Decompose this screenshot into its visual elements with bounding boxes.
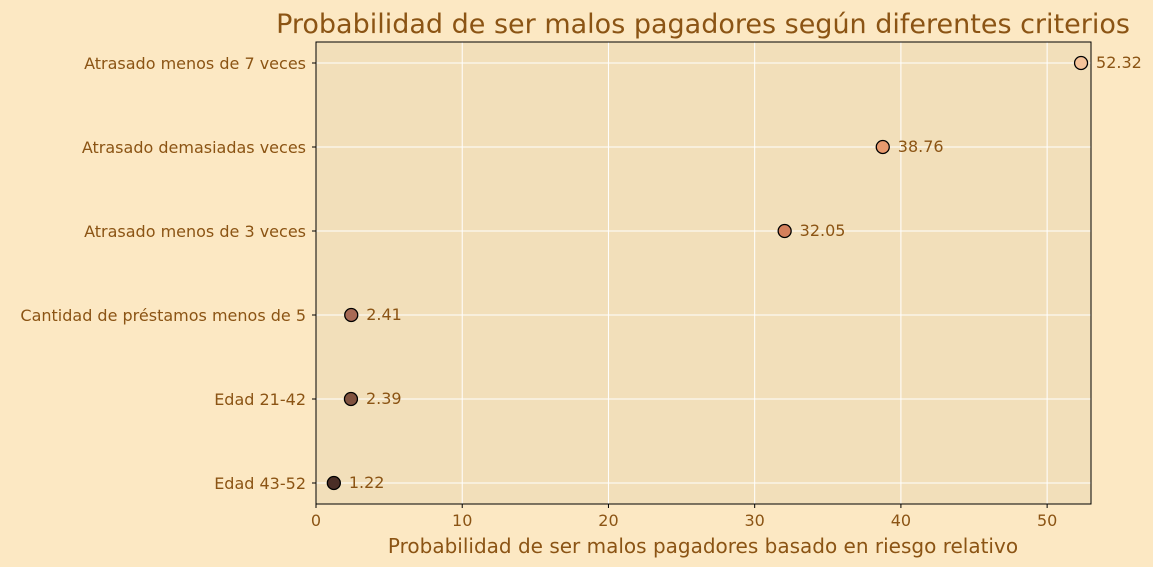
x-axis-label: Probabilidad de ser malos pagadores basa… [388, 534, 1018, 558]
y-tick-label: Edad 43-52 [214, 474, 306, 493]
axis-ticks: 0 10 20 30 40 50 Atrasado menos de 7 veces Atra… [20, 54, 1057, 530]
data-label: 2.41 [366, 305, 402, 324]
grid [315, 42, 1091, 504]
plot-frame [315, 41, 1092, 505]
data-point [344, 307, 359, 323]
data-point [343, 391, 359, 407]
x-tick-label: 50 [1037, 511, 1057, 530]
plot-area [316, 42, 1091, 504]
x-tick-label: 0 [311, 511, 321, 530]
data-points: 52.32 38.76 32.05 2.41 2.39 1.22 [326, 53, 1142, 492]
x-tick-label: 10 [452, 511, 472, 530]
data-label: 52.32 [1096, 53, 1142, 72]
data-point [1073, 55, 1089, 71]
y-tick-label: Edad 21-42 [214, 390, 306, 409]
x-tick-label: 20 [598, 511, 618, 530]
y-tick-label: Atrasado demasiadas veces [82, 138, 306, 157]
data-point [777, 223, 792, 239]
data-label: 2.39 [366, 389, 402, 408]
data-label: 38.76 [898, 137, 944, 156]
data-point [326, 475, 341, 491]
data-point [875, 139, 890, 155]
y-tick-label: Atrasado menos de 7 veces [84, 54, 306, 73]
y-tick-label: Cantidad de préstamos menos de 5 [20, 306, 306, 325]
data-label: 32.05 [800, 221, 846, 240]
data-label: 1.22 [349, 473, 385, 492]
chart-title: Probabilidad de ser malos pagadores segú… [276, 9, 1130, 40]
y-tick-label: Atrasado menos de 3 veces [84, 222, 306, 241]
x-tick-label: 40 [891, 511, 911, 530]
x-tick-label: 30 [744, 511, 764, 530]
